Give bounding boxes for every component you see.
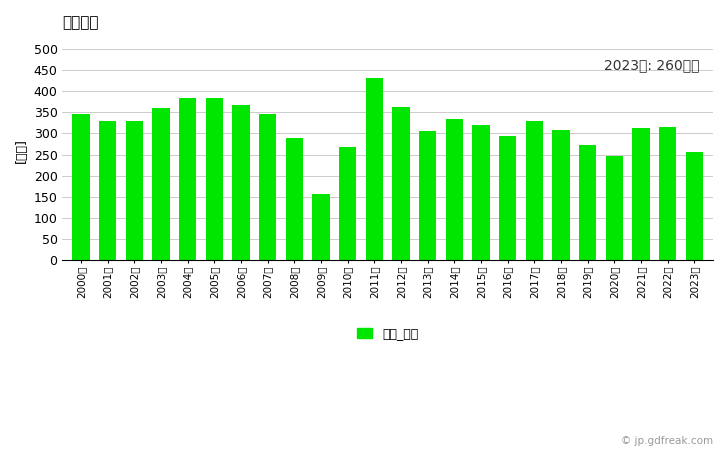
Bar xyxy=(526,121,543,260)
Bar xyxy=(72,114,90,260)
Bar xyxy=(285,138,303,260)
Bar xyxy=(579,145,596,260)
Legend: 生産_数量: 生産_数量 xyxy=(352,322,424,346)
Bar xyxy=(606,156,623,260)
Bar xyxy=(633,128,649,260)
Text: 生産数量: 生産数量 xyxy=(63,15,99,30)
Bar xyxy=(686,152,703,260)
Bar xyxy=(499,135,516,260)
Bar xyxy=(179,98,197,260)
Bar xyxy=(99,121,116,260)
Text: © jp.gdfreak.com: © jp.gdfreak.com xyxy=(621,436,713,446)
Bar xyxy=(206,98,223,260)
Bar xyxy=(339,147,357,260)
Bar xyxy=(659,127,676,260)
Bar xyxy=(312,194,330,260)
Bar xyxy=(152,108,170,260)
Bar xyxy=(472,125,490,260)
Bar xyxy=(365,77,383,260)
Text: 2023年: 260万台: 2023年: 260万台 xyxy=(604,58,700,72)
Bar xyxy=(392,108,410,260)
Y-axis label: [万台]: [万台] xyxy=(15,138,28,163)
Bar xyxy=(232,105,250,260)
Bar xyxy=(446,119,463,260)
Bar xyxy=(259,114,277,260)
Bar xyxy=(419,131,436,260)
Bar xyxy=(553,130,570,260)
Bar xyxy=(126,121,143,260)
